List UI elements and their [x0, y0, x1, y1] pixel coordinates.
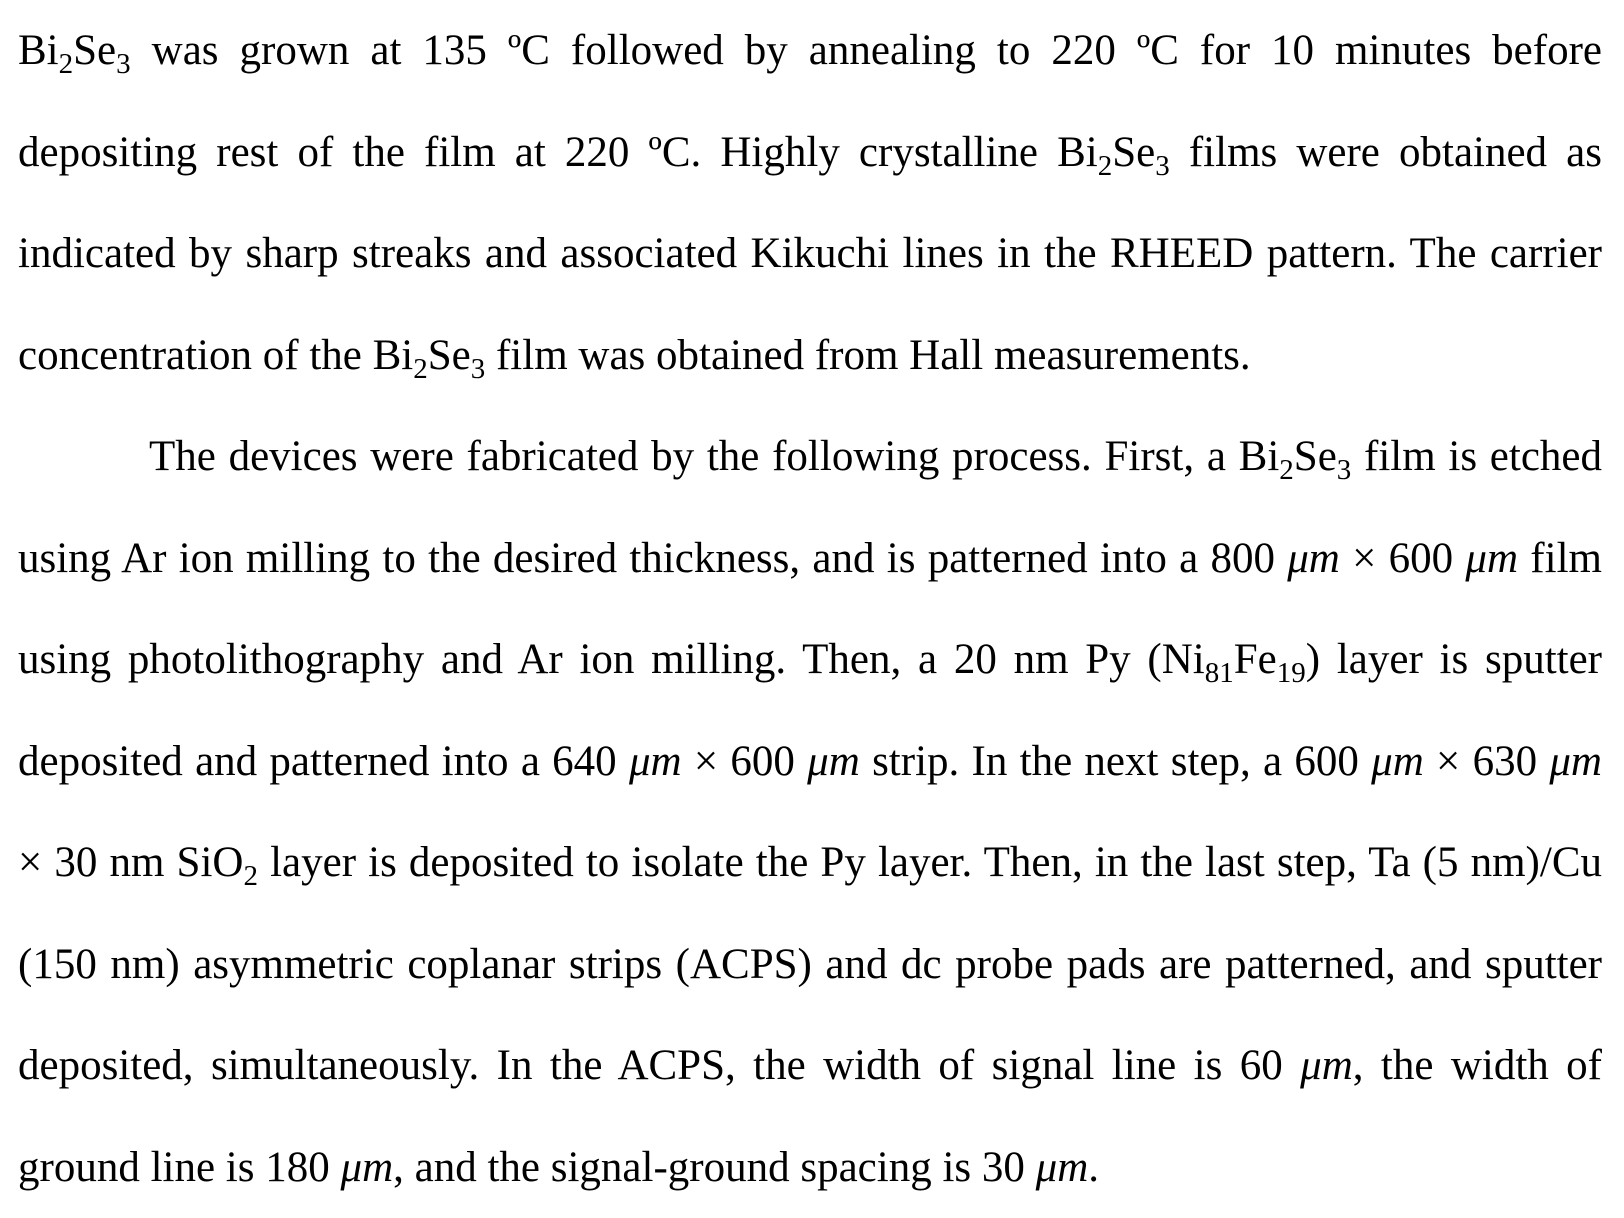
- subscript: 2: [243, 860, 258, 892]
- unit-micrometer: μm: [1465, 534, 1519, 582]
- document-body: Bi2Se3 was grown at 135 ºC followed by a…: [18, 0, 1602, 1218]
- subscript: 3: [116, 48, 131, 80]
- unit-micrometer: μm: [807, 737, 860, 785]
- unit-micrometer: μm: [1035, 1143, 1089, 1191]
- subscript: 3: [1155, 149, 1170, 182]
- subscript: 2: [1279, 454, 1294, 486]
- text-run: The devices were fabricated by the follo…: [149, 433, 1280, 480]
- subscript: 19: [1276, 657, 1306, 689]
- subscript: 81: [1204, 657, 1234, 689]
- text-run: × 600: [1339, 534, 1466, 582]
- text-run: , the width of ground line is 180: [18, 1042, 1602, 1191]
- text-run: .: [1088, 1143, 1100, 1191]
- text-run: films were obtained as indicated by shar…: [18, 128, 1602, 379]
- subscript: 2: [1097, 149, 1113, 182]
- text-run: × 600: [681, 737, 808, 785]
- text-run: strip. In the next step, a 600: [859, 737, 1372, 785]
- text-run: Se: [1293, 433, 1337, 480]
- text-run: Se: [73, 27, 117, 74]
- text-run: , and the signal-ground spacing is 30: [393, 1143, 1036, 1191]
- subscript: 2: [413, 352, 428, 385]
- text-run: film using photolithography and Ar ion m…: [18, 534, 1602, 684]
- paragraph-fabrication: The devices were fabricated by the follo…: [18, 406, 1602, 1218]
- text-run: Se: [1112, 128, 1156, 176]
- unit-micrometer: μm: [1300, 1042, 1353, 1089]
- unit-micrometer: μm: [1287, 534, 1340, 582]
- paragraph-growth: Bi2Se3 was grown at 135 ºC followed by a…: [18, 0, 1602, 406]
- text-run: film is etched using Ar ion milling to t…: [18, 433, 1603, 582]
- subscript: 2: [58, 48, 74, 80]
- text-run: Fe: [1233, 636, 1277, 683]
- text-run: Se: [427, 331, 471, 379]
- subscript: 3: [470, 352, 486, 385]
- text-run: film was obtained from Hall measurements…: [485, 331, 1251, 379]
- text-run: Bi: [18, 27, 59, 74]
- text-run: was grown at 135 ºC followed by annealin…: [18, 27, 1602, 176]
- text-run: × 630: [1423, 737, 1550, 785]
- text-run: × 30 nm SiO: [18, 839, 244, 886]
- text-run: layer is deposited to isolate the Py lay…: [18, 839, 1602, 1089]
- subscript: 3: [1336, 454, 1352, 486]
- unit-micrometer: μm: [1549, 737, 1602, 785]
- unit-micrometer: μm: [340, 1143, 394, 1191]
- text-run: ) layer is sputter deposited and pattern…: [18, 636, 1602, 785]
- unit-micrometer: μm: [1371, 737, 1424, 785]
- unit-micrometer: μm: [628, 737, 682, 785]
